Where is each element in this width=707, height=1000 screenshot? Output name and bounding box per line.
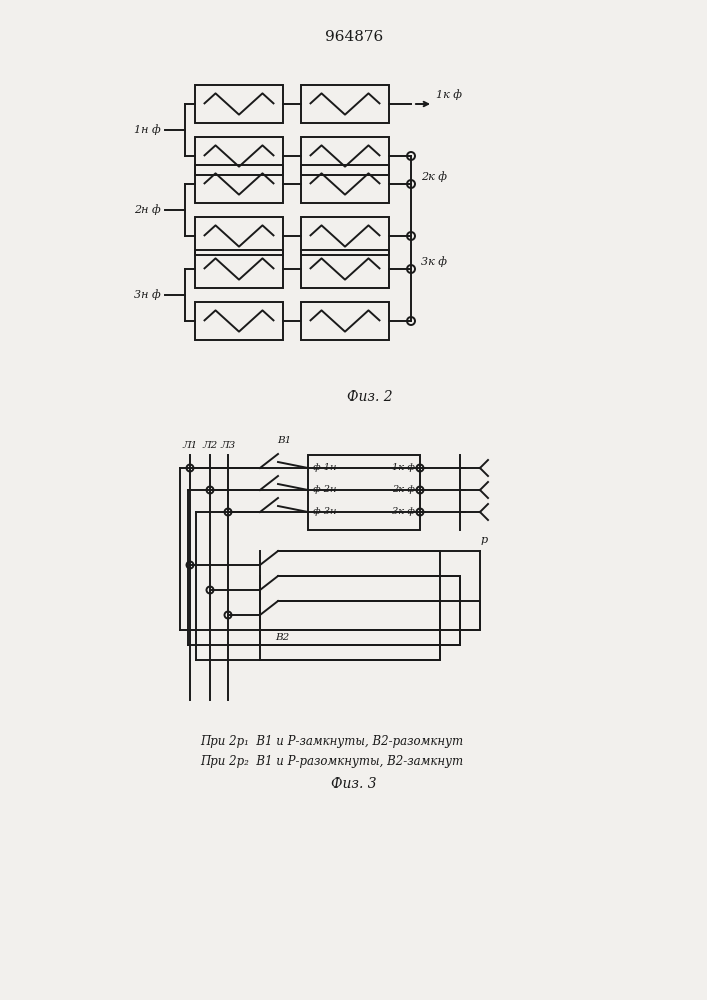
Bar xyxy=(301,302,389,340)
Text: р: р xyxy=(481,535,488,545)
Text: ф 1н: ф 1н xyxy=(313,464,337,473)
Bar xyxy=(301,137,389,175)
Text: Л3: Л3 xyxy=(221,441,235,450)
Text: При 2р₂  В1 и Р-разомкнуты, В2-замкнут: При 2р₂ В1 и Р-разомкнуты, В2-замкнут xyxy=(200,755,463,768)
Bar xyxy=(301,217,389,255)
Text: 2н ф: 2н ф xyxy=(134,205,161,215)
Text: Л1: Л1 xyxy=(182,441,198,450)
Text: Физ. 2: Физ. 2 xyxy=(347,390,393,404)
Bar xyxy=(301,250,389,288)
Bar xyxy=(195,302,283,340)
Text: Л2: Л2 xyxy=(202,441,218,450)
Text: ф 2н: ф 2н xyxy=(313,486,337,494)
Bar xyxy=(308,455,420,530)
Bar xyxy=(301,165,389,203)
Text: При 2р₁  В1 и Р-замкнуты, В2-разомкнут: При 2р₁ В1 и Р-замкнуты, В2-разомкнут xyxy=(200,735,463,748)
Bar xyxy=(195,217,283,255)
Text: 1к ф: 1к ф xyxy=(392,464,415,473)
Text: 1н ф: 1н ф xyxy=(134,125,161,135)
Text: 3н ф: 3н ф xyxy=(134,290,161,300)
Text: В2: В2 xyxy=(275,633,289,642)
Bar xyxy=(195,250,283,288)
Text: 2к ф: 2к ф xyxy=(392,486,415,494)
Text: ф 3н: ф 3н xyxy=(313,508,337,516)
Bar xyxy=(301,85,389,123)
Text: 1к ф: 1к ф xyxy=(436,89,462,100)
Text: Физ. 3: Физ. 3 xyxy=(331,777,377,791)
Text: 3к ф: 3к ф xyxy=(421,256,447,267)
Text: 2к ф: 2к ф xyxy=(421,171,447,182)
Bar xyxy=(195,85,283,123)
Text: В1: В1 xyxy=(277,436,291,445)
Text: 3к ф: 3к ф xyxy=(392,508,415,516)
Bar xyxy=(195,165,283,203)
Bar xyxy=(195,137,283,175)
Text: 964876: 964876 xyxy=(325,30,383,44)
